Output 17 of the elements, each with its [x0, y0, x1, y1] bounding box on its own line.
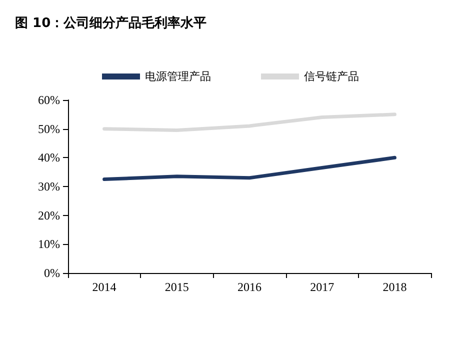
- line-series: [102, 112, 396, 132]
- x-tick-label: 2015: [164, 280, 189, 294]
- x-tick-label: 2016: [238, 280, 262, 294]
- legend-label: 信号链产品: [304, 70, 359, 83]
- legend-label: 电源管理产品: [145, 70, 211, 83]
- x-tick-label: 2017: [310, 280, 334, 294]
- y-tick-label: 60%: [38, 93, 60, 107]
- y-tick-label: 50%: [38, 122, 60, 136]
- line-series: [102, 156, 396, 182]
- y-tick-label: 30%: [38, 180, 60, 194]
- x-tick-label: 2014: [92, 280, 116, 294]
- y-tick-label: 10%: [38, 237, 60, 252]
- y-tick-label: 40%: [38, 150, 60, 165]
- y-tick-label: 0%: [44, 266, 60, 280]
- x-tick-label: 2018: [382, 280, 407, 294]
- chart-title: 图 10：公司细分产品毛利率水平: [15, 15, 207, 31]
- y-tick-label: 20%: [38, 208, 60, 222]
